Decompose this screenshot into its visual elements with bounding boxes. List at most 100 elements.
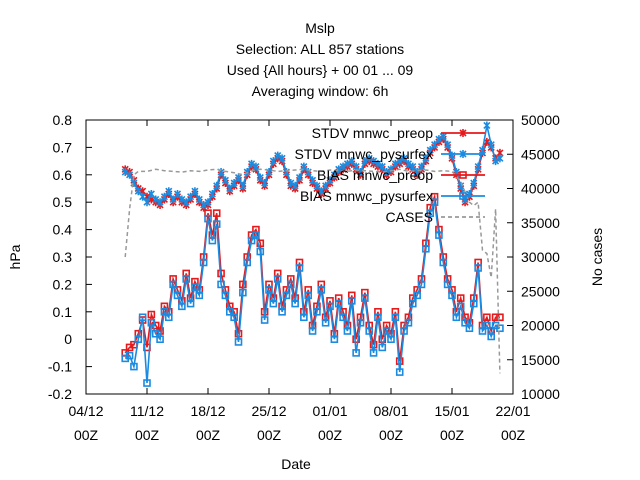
data-point-star: [444, 140, 452, 149]
data-point-square: [269, 299, 278, 308]
legend-label: BIAS mnwc_preop: [317, 167, 433, 183]
data-point-star: [417, 162, 426, 171]
data-point-star: [478, 146, 487, 155]
x-tick-label-hour: 00Z: [135, 427, 160, 443]
data-point-star: [208, 189, 216, 198]
y2-tick-label: 30000: [521, 249, 560, 265]
y2-tick-label: 40000: [521, 181, 560, 197]
data-point-square: [465, 324, 474, 333]
data-point-square: [356, 318, 365, 327]
data-point-square: [134, 335, 143, 344]
legend-label: STDV mnwc_preop: [312, 125, 434, 141]
x-tick-label-date: 18/12: [190, 403, 225, 419]
data-point-square: [347, 297, 356, 305]
data-point-star: [261, 179, 269, 188]
y-tick-label: 0.4: [53, 222, 73, 238]
data-point-square: [487, 332, 496, 341]
data-point-star: [191, 187, 199, 196]
data-point-square: [352, 335, 360, 344]
data-point-square: [321, 318, 330, 327]
data-point-square: [282, 291, 291, 300]
data-point-square: [260, 316, 269, 324]
legend-label: CASES: [386, 209, 433, 225]
y2-tick-label: 20000: [521, 318, 560, 334]
data-point-star: [221, 176, 229, 185]
x-tick-label-hour: 00Z: [318, 427, 343, 443]
x-tick-label-date: 15/01: [434, 403, 469, 419]
y2-tick-label: 25000: [521, 283, 560, 299]
data-point-star: [213, 181, 221, 190]
data-point-square: [160, 307, 169, 316]
data-point-square: [230, 313, 238, 322]
x-tick-label-hour: 00Z: [440, 427, 465, 443]
chart-title-line-2: Selection: ALL 857 stations: [236, 41, 404, 57]
y2-tick-label: 50000: [521, 112, 560, 128]
data-point-square: [295, 264, 304, 272]
data-point-square: [439, 258, 448, 267]
x-tick-label-date: 22/01: [495, 403, 530, 419]
x-tick-label-hour: 00Z: [501, 427, 526, 443]
data-point-square: [456, 302, 465, 311]
y2-tick-label: 35000: [521, 215, 560, 231]
data-point-star: [291, 181, 299, 190]
data-point-square: [217, 280, 225, 289]
data-point-square: [483, 321, 491, 330]
data-point-square: [138, 313, 147, 322]
data-point-star: [204, 198, 212, 207]
data-point-square: [430, 198, 439, 206]
y-tick-label: -0.1: [48, 359, 72, 375]
y-tick-label: -0.2: [48, 386, 72, 402]
series-line-3: [124, 199, 501, 384]
legend-swatch-marker: [459, 171, 467, 179]
chart-title-line-1: Mslp: [305, 20, 335, 36]
data-point-square: [291, 299, 299, 308]
x-tick-label-hour: 00Z: [74, 427, 99, 443]
data-point-square: [478, 327, 487, 335]
data-point-star: [178, 195, 186, 204]
data-point-square: [308, 327, 317, 335]
data-point-star: [404, 159, 412, 168]
data-point-square: [300, 313, 308, 322]
tick-labels: -0.2 -0.1 0 0.1 0.2 0.3 0.4 0.5 0.6 0.7 0.8 10000 15…: [48, 112, 560, 443]
data-point-square: [461, 318, 469, 327]
legend-swatch-marker: [459, 129, 467, 137]
data-point-square: [365, 327, 374, 335]
data-point-square: [483, 313, 491, 322]
data-point-star: [252, 162, 260, 171]
data-point-square: [413, 291, 421, 300]
data-point-square: [252, 231, 260, 239]
x-axis-title: Date: [281, 456, 311, 472]
y2-tick-label: 10000: [521, 386, 560, 402]
legend-swatch-marker: [459, 150, 467, 158]
x-tick-label-hour: 00Z: [196, 427, 221, 443]
chart-title-line-4: Averaging window: 6h: [252, 83, 389, 99]
data-point-square: [243, 258, 252, 267]
data-point-square: [417, 280, 426, 289]
data-point-square: [221, 291, 230, 300]
data-point-star: [474, 162, 482, 171]
data-point-star: [496, 154, 504, 163]
data-point-square: [130, 362, 138, 371]
y2-tick-label: 15000: [521, 352, 560, 368]
data-point-star: [143, 198, 151, 207]
data-point-square: [361, 294, 369, 302]
data-point-star: [396, 157, 404, 166]
legend-label: BIAS mnwc_pysurfex: [300, 188, 433, 204]
data-point-square: [469, 299, 478, 308]
data-point-square: [435, 231, 443, 239]
data-point-square: [395, 368, 404, 376]
data-point-square: [169, 280, 177, 289]
data-point-star: [361, 157, 369, 166]
data-point-square: [408, 299, 417, 308]
data-point-square: [326, 302, 334, 311]
data-point-square: [382, 327, 391, 335]
data-point-square: [265, 286, 273, 294]
data-point-square: [378, 343, 387, 352]
series-line-4: [124, 168, 501, 374]
data-point-star: [374, 159, 382, 168]
data-point-square: [173, 291, 182, 300]
data-point-square: [496, 324, 504, 333]
data-point-square: [199, 258, 208, 267]
data-point-star: [278, 154, 286, 163]
data-point-square: [147, 310, 156, 319]
